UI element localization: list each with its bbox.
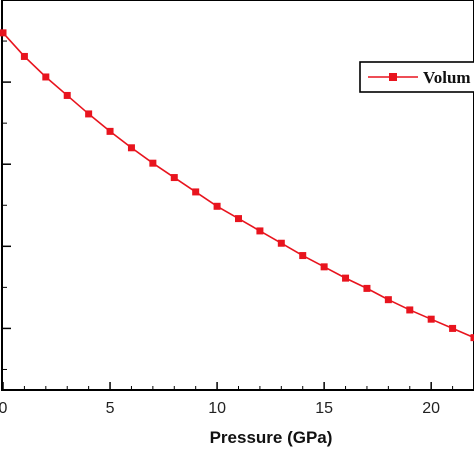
data-point: [299, 252, 307, 260]
data-point: [170, 174, 178, 182]
data-point: [320, 263, 328, 271]
plot-frame: [1, 0, 474, 391]
series-markers: [0, 29, 474, 342]
data-point: [42, 73, 50, 81]
data-point: [127, 144, 135, 152]
data-point: [384, 296, 392, 304]
data-point: [63, 91, 71, 99]
x-tick-label: 10: [208, 400, 226, 417]
data-point: [20, 52, 28, 60]
data-point: [235, 215, 242, 223]
data-point: [85, 110, 93, 118]
data-point: [449, 324, 457, 332]
data-point: [213, 202, 221, 210]
data-point: [427, 315, 435, 323]
data-point: [342, 274, 350, 282]
x-tick-label: 15: [315, 400, 333, 417]
legend-marker: [389, 73, 397, 81]
x-axis-title: Pressure (GPa): [210, 428, 333, 447]
data-point: [406, 306, 414, 314]
y-axis-ticks: [3, 0, 11, 370]
data-point: [256, 227, 264, 235]
x-axis-ticks: [2, 382, 474, 390]
data-point: [0, 29, 7, 37]
data-point: [106, 127, 114, 135]
legend: Volum: [359, 61, 474, 93]
legend-label: Volum: [423, 68, 471, 87]
data-point: [363, 284, 371, 292]
data-point: [192, 188, 200, 196]
data-point: [149, 159, 157, 167]
x-tick-label: 20: [422, 400, 440, 417]
data-point: [470, 334, 474, 342]
x-tick-label: 5: [106, 400, 115, 417]
x-tick-label: 0: [0, 400, 8, 417]
data-point: [277, 239, 285, 247]
x-axis-tick-labels: 0 5 10 15 20: [0, 400, 440, 417]
